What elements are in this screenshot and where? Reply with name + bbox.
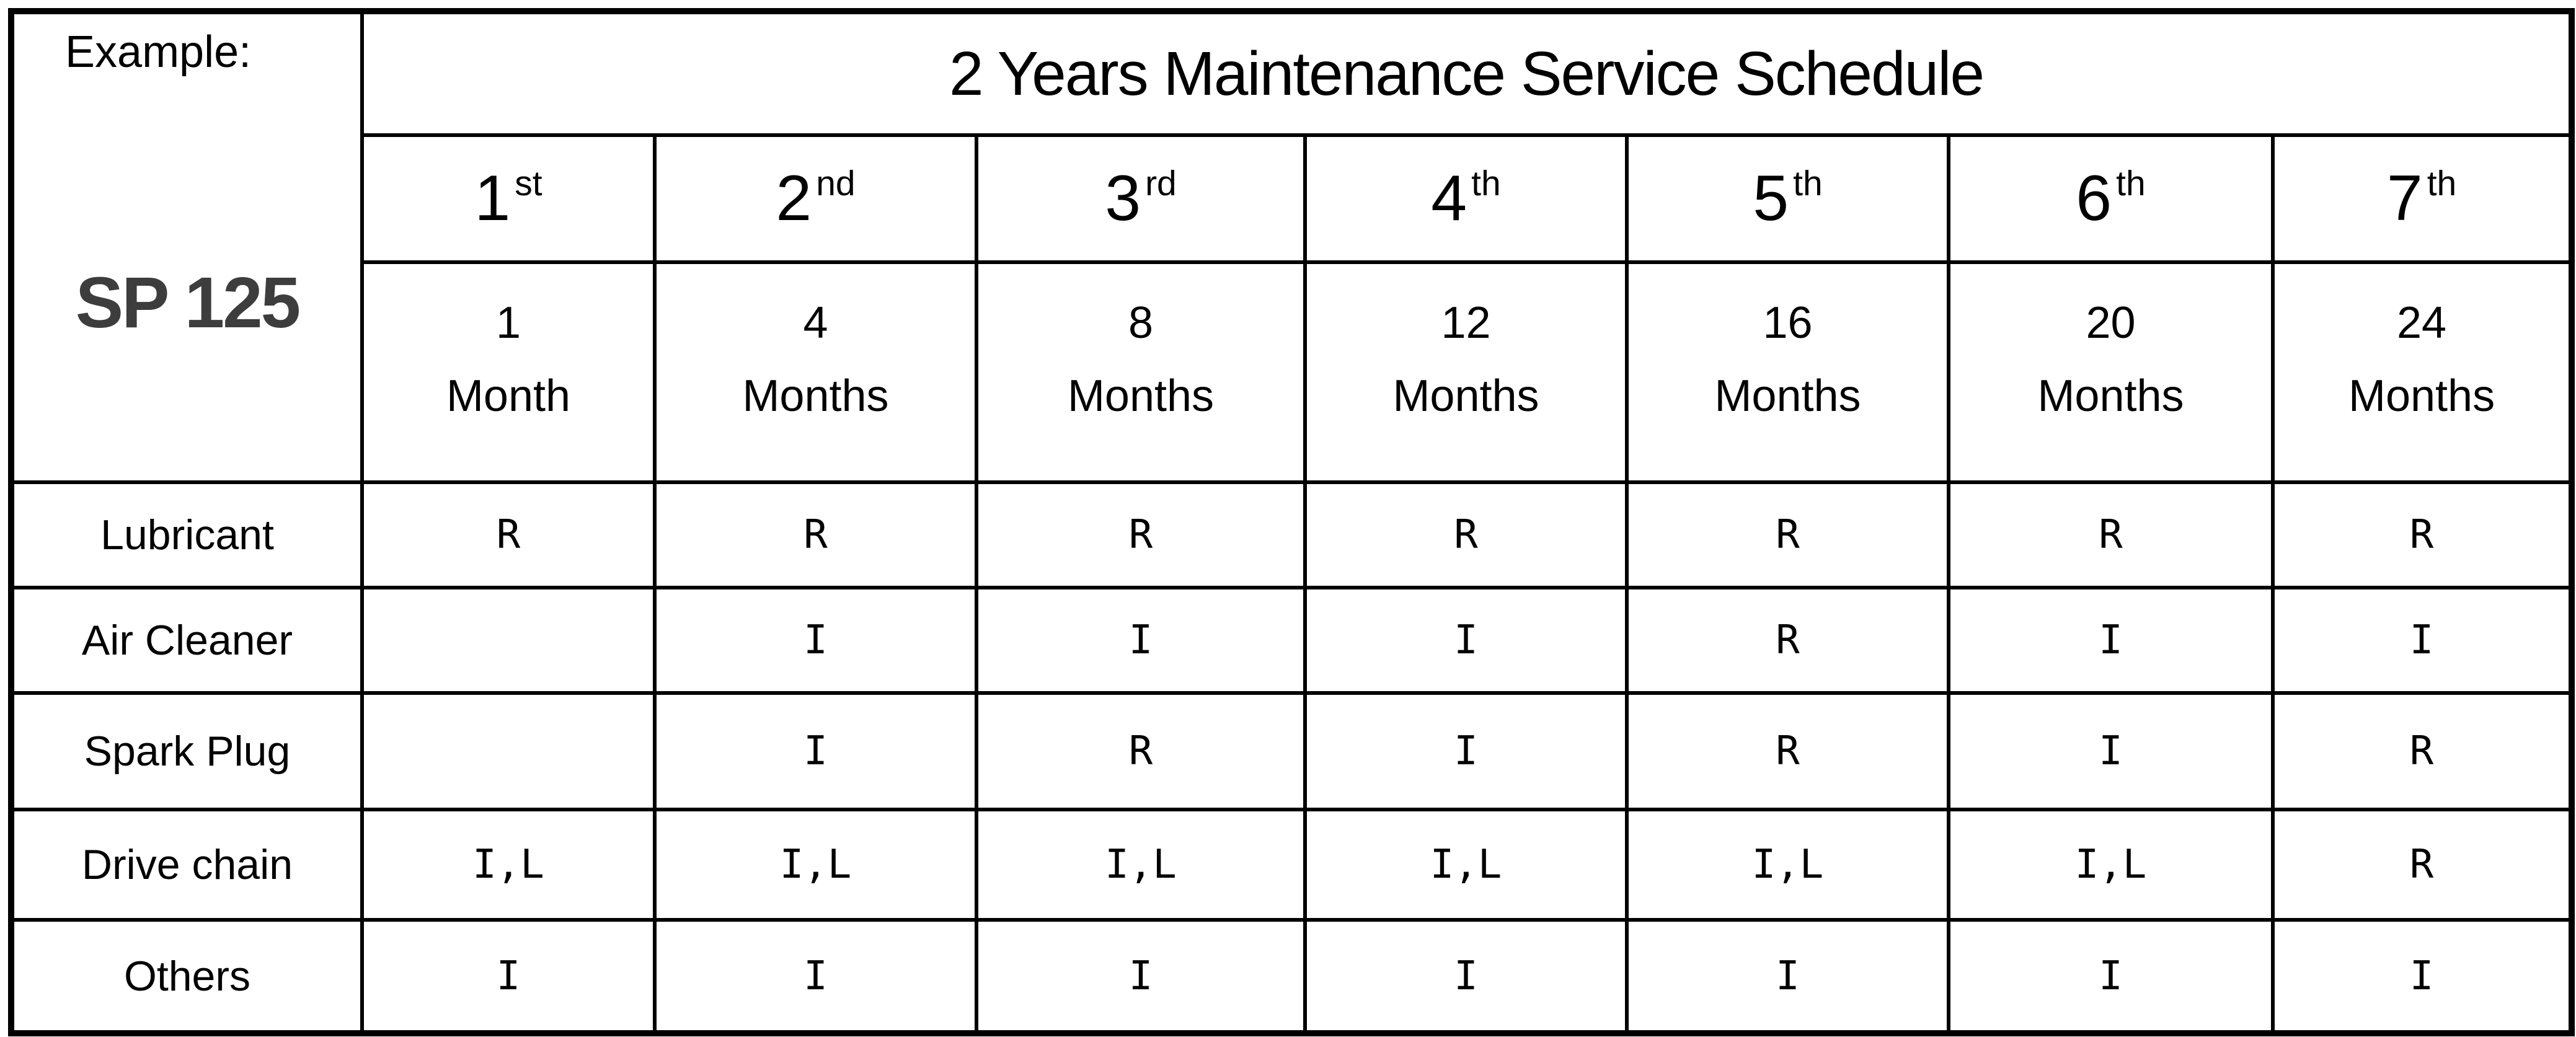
interval-header-1: 1 Month <box>360 260 657 484</box>
service-code-cell: I <box>653 586 978 695</box>
service-code-cell: R <box>2270 808 2574 922</box>
service-code-cell: I <box>1947 691 2275 811</box>
ordinal-suffix: rd <box>1145 164 1177 203</box>
table-row-drive-chain: Drive chain I,L I,L I,L I,L I,L I,L R <box>9 808 2574 922</box>
ordinal-number: 2 <box>776 162 812 234</box>
ordinal-number: 7 <box>2386 162 2423 234</box>
ordinal-number: 5 <box>1753 162 1789 234</box>
service-code-cell: I <box>653 918 978 1035</box>
service-code-cell: R <box>1947 480 2275 589</box>
model-name: SP 125 <box>75 262 301 343</box>
service-code-cell: R <box>2270 480 2574 589</box>
service-code-cell: I <box>2270 918 2574 1035</box>
service-code-cell: I <box>1303 586 1629 695</box>
ordinal-number: 3 <box>1105 162 1141 234</box>
schedule-title: 2 Years Maintenance Service Schedule <box>360 9 2574 137</box>
service-code-cell: I <box>360 918 657 1035</box>
ordinal-number: 6 <box>2076 162 2112 234</box>
interval-unit: Months <box>1714 371 1861 421</box>
service-code-cell: R <box>1625 691 1950 811</box>
ordinal-suffix: th <box>2427 164 2457 203</box>
row-label: Air Cleaner <box>9 586 364 695</box>
table-row-others: Others I I I I I I I <box>9 918 2574 1035</box>
interval-unit: Months <box>2348 371 2495 421</box>
interval-header-6: 20 Months <box>1947 260 2275 484</box>
interval-number: 24 <box>2397 298 2447 348</box>
service-code-cell: I,L <box>360 808 657 922</box>
maintenance-schedule-table: Example: SP 125 2 Years Maintenance Serv… <box>8 8 2575 1036</box>
row-label: Others <box>9 918 364 1035</box>
interval-unit: Month <box>446 371 571 421</box>
interval-unit: Months <box>742 371 889 421</box>
interval-number: 12 <box>1441 298 1491 348</box>
service-code-cell <box>360 691 657 811</box>
ordinal-suffix: st <box>515 164 542 203</box>
service-code-cell: R <box>2270 691 2574 811</box>
service-code-cell: I <box>2270 586 2574 695</box>
service-code-cell: I <box>1947 586 2275 695</box>
interval-unit: Months <box>1392 371 1539 421</box>
interval-unit: Months <box>1067 371 1215 421</box>
interval-header-7: 24 Months <box>2270 260 2574 484</box>
interval-number: 1 <box>495 298 521 348</box>
ordinal-number: 1 <box>474 162 511 234</box>
interval-number: 4 <box>803 298 828 348</box>
service-code-cell: R <box>975 691 1307 811</box>
title-row: Example: SP 125 2 Years Maintenance Serv… <box>9 9 2574 484</box>
interval-number: 16 <box>1763 298 1813 348</box>
example-label: Example: <box>65 27 252 77</box>
service-code-cell: I <box>975 918 1307 1035</box>
row-label: Drive chain <box>9 808 364 922</box>
service-code-cell: I <box>1303 691 1629 811</box>
interval-unit: Months <box>2037 371 2184 421</box>
service-code-cell: R <box>653 480 978 589</box>
interval-number: 8 <box>1128 298 1154 348</box>
service-code-cell: I,L <box>1303 808 1629 922</box>
service-code-cell: I <box>653 691 978 811</box>
table-row-air-cleaner: Air Cleaner I I I R I I <box>9 586 2574 695</box>
service-code-cell: I <box>975 586 1307 695</box>
service-code-cell: I <box>1625 918 1950 1035</box>
ordinal-number: 4 <box>1431 162 1467 234</box>
service-code-cell: I <box>1947 918 2275 1035</box>
example-model-cell: Example: SP 125 <box>9 9 364 484</box>
interval-header-3: 8 Months <box>975 260 1307 484</box>
service-code-cell: I <box>1303 918 1629 1035</box>
service-code-cell: I,L <box>1947 808 2275 922</box>
interval-number: 20 <box>2086 298 2136 348</box>
service-code-cell: I,L <box>975 808 1307 922</box>
service-code-cell <box>360 586 657 695</box>
service-code-cell: R <box>360 480 657 589</box>
service-code-cell: R <box>975 480 1307 589</box>
service-code-cell: I,L <box>1625 808 1950 922</box>
table-row-spark-plug: Spark Plug I R I R I R <box>9 691 2574 811</box>
service-code-cell: R <box>1303 480 1629 589</box>
row-label: Spark Plug <box>9 691 364 811</box>
row-label: Lubricant <box>9 480 364 589</box>
table-row-lubricant: Lubricant R R R R R R R <box>9 480 2574 589</box>
ordinal-suffix: th <box>2116 164 2146 203</box>
interval-header-2: 4 Months <box>653 260 978 484</box>
service-code-cell: I,L <box>653 808 978 922</box>
ordinal-suffix: th <box>1471 164 1501 203</box>
ordinal-suffix: th <box>1793 164 1823 203</box>
interval-header-5: 16 Months <box>1625 260 1950 484</box>
service-code-cell: R <box>1625 586 1950 695</box>
interval-header-row: 1 Month 4 Months 8 Months 12 Months 16 Months… <box>11 260 2574 484</box>
ordinal-suffix: nd <box>816 164 856 203</box>
service-code-cell: R <box>1625 480 1950 589</box>
interval-header-4: 12 Months <box>1303 260 1629 484</box>
